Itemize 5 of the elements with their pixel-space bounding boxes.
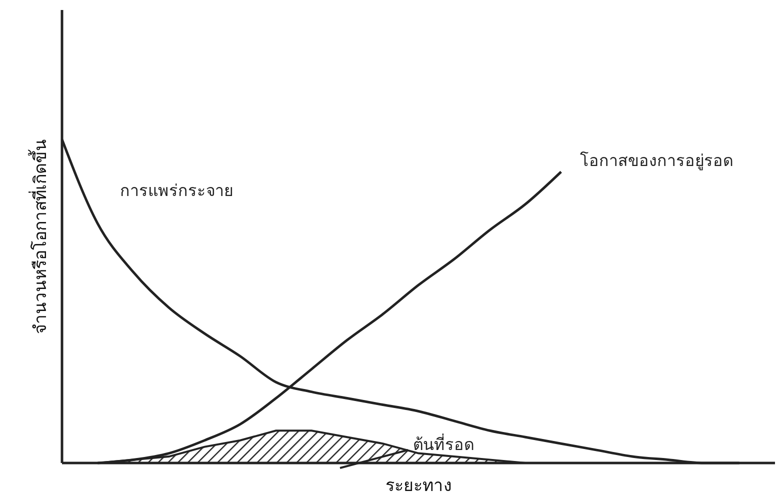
y-axis-title: จำนวนหรือโอกาสที่เกิดขึ้น [28, 139, 52, 334]
x-axis-title: ระยะทาง [386, 476, 452, 494]
series-label: ต้นที่รอด [413, 432, 474, 456]
series-label: การแพร่กระจาย [120, 180, 233, 202]
series-label: โอกาสของการอยู่รอด [580, 150, 733, 172]
